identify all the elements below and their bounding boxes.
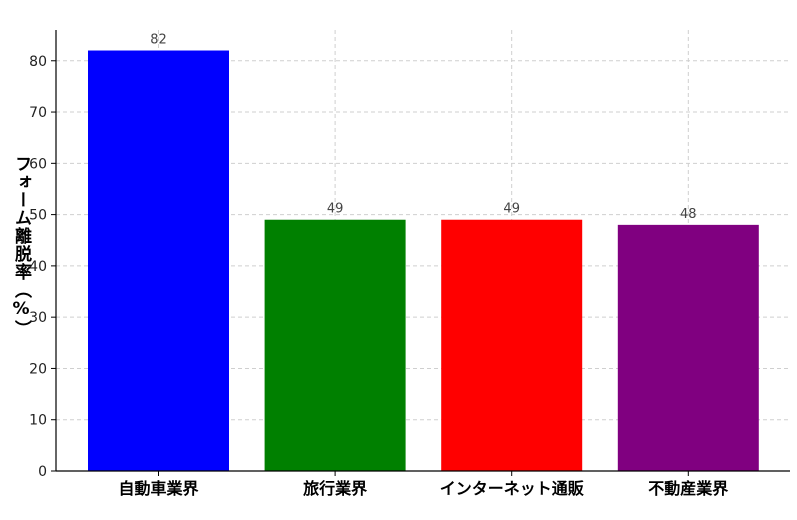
y-tick-label: 80 xyxy=(29,54,47,70)
data-label-4: 48 xyxy=(680,207,697,222)
bar-2 xyxy=(264,219,406,471)
x-tick-label-1: 自動車業界 xyxy=(118,479,198,498)
x-tick-label-3: インターネット通販 xyxy=(440,479,585,498)
data-label-2: 49 xyxy=(327,202,344,217)
y-ticks: 0 10 20 30 40 50 60 70 80 xyxy=(29,54,56,480)
bar-1 xyxy=(88,50,229,471)
y-tick-label: 10 xyxy=(29,413,47,429)
y-tick-label: 0 xyxy=(38,464,47,480)
y-axis-label: フォーム離脱率（%） xyxy=(11,155,31,338)
data-label-1: 82 xyxy=(150,33,167,48)
y-tick-label: 70 xyxy=(29,105,47,121)
y-tick-label: 50 xyxy=(29,208,47,224)
data-labels: 82 49 49 48 xyxy=(150,33,696,222)
y-tick-label: 40 xyxy=(29,259,47,275)
axes xyxy=(55,30,790,472)
x-ticks: 自動車業界 旅行業界 インターネット通販 不動産業界 xyxy=(118,471,728,498)
data-label-3: 49 xyxy=(503,202,520,217)
x-tick-label-2: 旅行業界 xyxy=(303,479,367,498)
bar-3 xyxy=(441,219,583,471)
bars xyxy=(88,50,759,471)
y-tick-label: 20 xyxy=(29,361,47,377)
y-tick-label: 60 xyxy=(29,156,47,172)
x-tick-label-4: 不動産業界 xyxy=(648,479,728,498)
y-tick-label: 30 xyxy=(29,310,47,326)
bar-4 xyxy=(617,224,759,471)
